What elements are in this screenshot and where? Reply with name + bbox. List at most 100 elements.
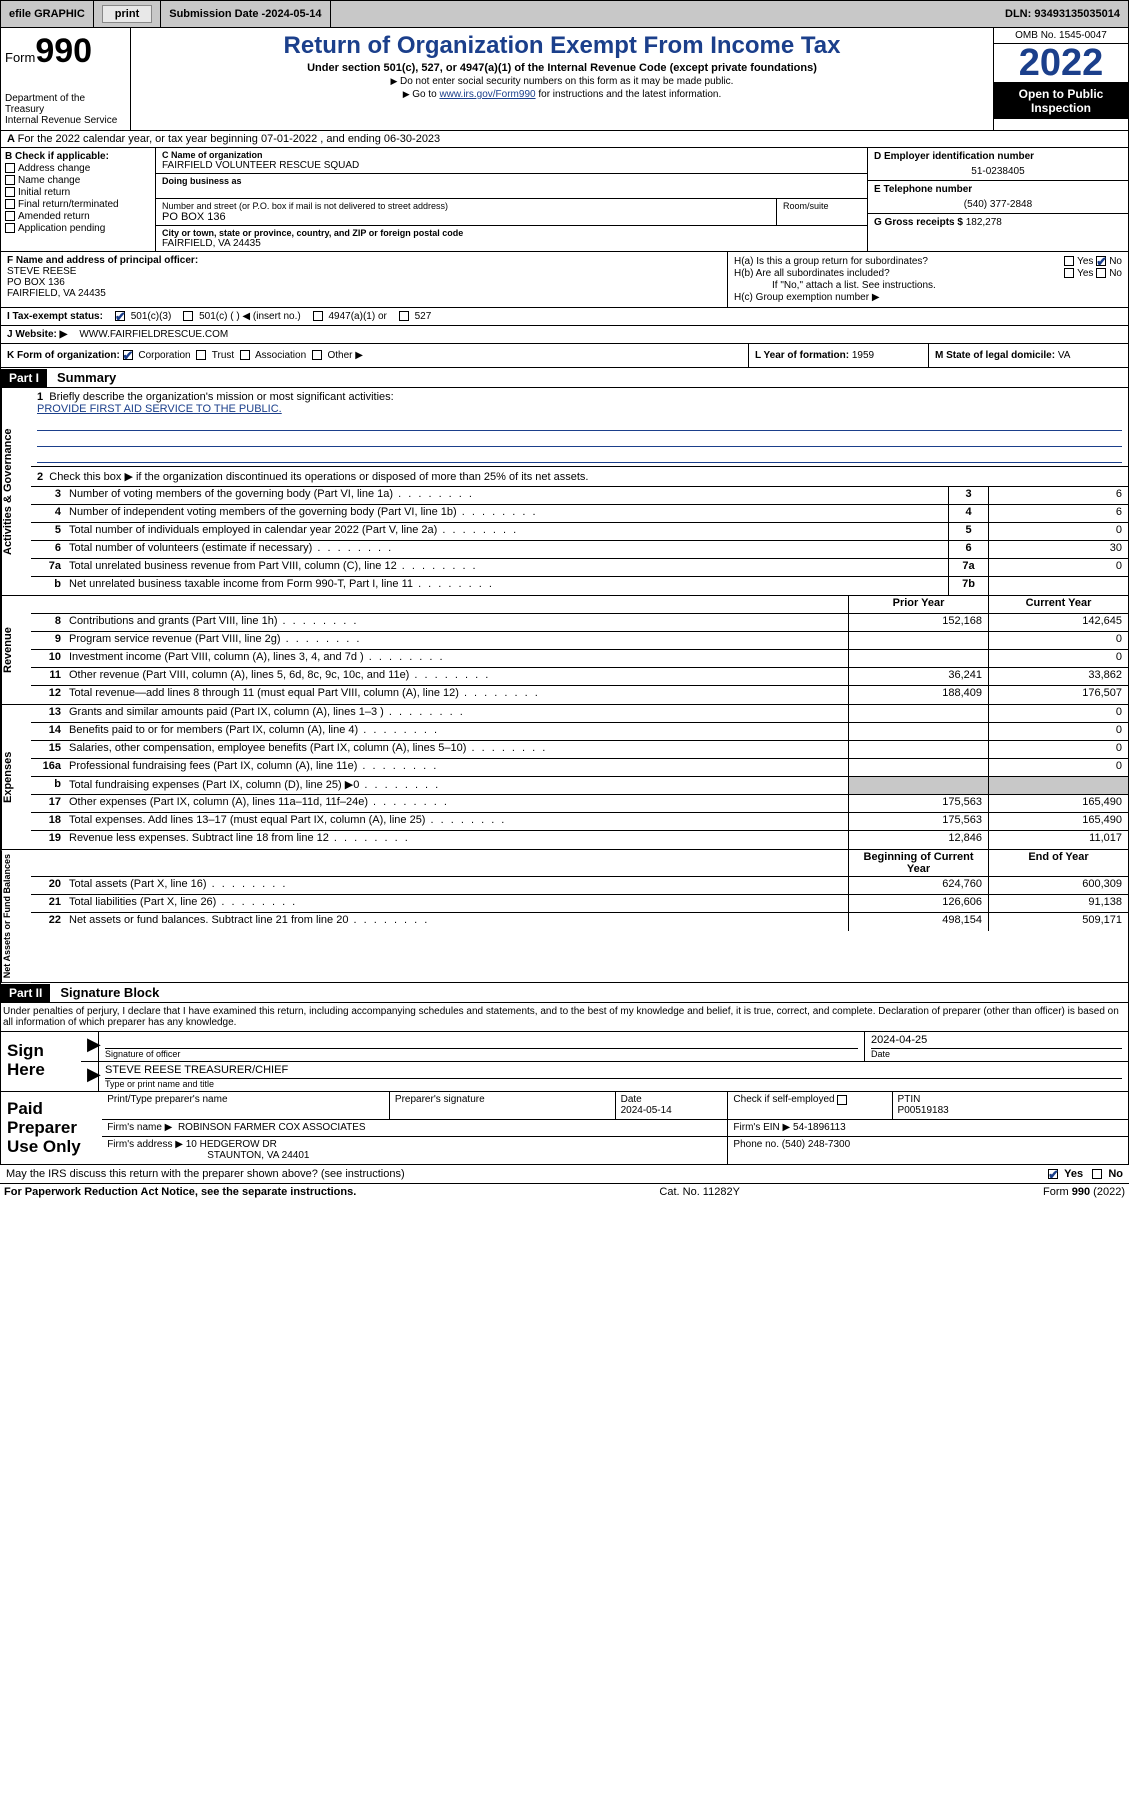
- box-de: D Employer identification number 51-0238…: [868, 148, 1128, 251]
- prep-date: 2024-05-14: [621, 1105, 672, 1116]
- header-right: OMB No. 1545-0047 2022 Open to Public In…: [993, 28, 1128, 130]
- summary-governance: Activities & Governance 1 Briefly descri…: [0, 388, 1129, 596]
- may-irs-row: May the IRS discuss this return with the…: [0, 1165, 1129, 1184]
- street-row: Number and street (or P.O. box if mail i…: [156, 199, 867, 226]
- chk-final[interactable]: Final return/terminated: [5, 199, 151, 210]
- tax-year: 2022: [994, 44, 1128, 83]
- irs-link[interactable]: www.irs.gov/Form990: [439, 89, 535, 100]
- hb-no[interactable]: [1096, 268, 1106, 278]
- hb-yes[interactable]: [1064, 268, 1074, 278]
- chk-app[interactable]: Application pending: [5, 223, 151, 234]
- efile-label: efile GRAPHIC: [1, 1, 94, 27]
- m-state: M State of legal domicile: VA: [928, 344, 1128, 367]
- table-row: 16aProfessional fundraising fees (Part I…: [31, 759, 1128, 777]
- ha-no[interactable]: [1096, 256, 1106, 266]
- note-link: Go to www.irs.gov/Form990 for instructio…: [139, 89, 985, 100]
- gov-row: bNet unrelated business taxable income f…: [31, 577, 1128, 595]
- self-emp-check[interactable]: [837, 1095, 847, 1105]
- summary-revenue: Revenue Prior Year Current Year 8Contrib…: [0, 596, 1129, 705]
- topbar-spacer: [331, 1, 998, 27]
- paid-label: Paid Preparer Use Only: [1, 1092, 102, 1164]
- city-row: City or town, state or province, country…: [156, 226, 867, 251]
- part1-tag: Part I: [1, 369, 47, 387]
- form-label: Form990: [5, 50, 92, 65]
- k-assoc[interactable]: [240, 350, 250, 360]
- footer-left: For Paperwork Reduction Act Notice, see …: [4, 1186, 356, 1198]
- table-row: bTotal fundraising expenses (Part IX, co…: [31, 777, 1128, 795]
- vlabel-rev: Revenue: [1, 596, 31, 704]
- table-row: 8Contributions and grants (Part VIII, li…: [31, 614, 1128, 632]
- org-name: FAIRFIELD VOLUNTEER RESCUE SQUAD: [162, 160, 861, 171]
- form-header: Form990 Department of the Treasury Inter…: [0, 28, 1129, 131]
- k-other[interactable]: [312, 350, 322, 360]
- sign-here-block: Sign Here ▶ Signature of officer 2024-04…: [0, 1032, 1129, 1092]
- mission-text: PROVIDE FIRST AID SERVICE TO THE PUBLIC.: [37, 403, 282, 415]
- net-colhdr: Beginning of Current Year End of Year: [31, 850, 1128, 877]
- table-row: 14Benefits paid to or for members (Part …: [31, 723, 1128, 741]
- i-527[interactable]: [399, 311, 409, 321]
- footer-right: Form 990 (2022): [1043, 1186, 1125, 1198]
- firm-phone: (540) 248-7300: [782, 1139, 850, 1150]
- box-b: B Check if applicable: Address change Na…: [1, 148, 156, 251]
- firm-name: ROBINSON FARMER COX ASSOCIATES: [178, 1122, 366, 1133]
- table-row: 13Grants and similar amounts paid (Part …: [31, 705, 1128, 723]
- submission-date: Submission Date - 2024-05-14: [161, 1, 330, 27]
- gov-row: 4Number of independent voting members of…: [31, 505, 1128, 523]
- k-trust[interactable]: [196, 350, 206, 360]
- row-j: J Website: ▶ WWW.FAIRFIELDRESCUE.COM: [0, 326, 1129, 344]
- summary-netassets: Net Assets or Fund Balances Beginning of…: [0, 850, 1129, 983]
- form-subtitle: Under section 501(c), 527, or 4947(a)(1)…: [139, 62, 985, 74]
- gross-row: G Gross receipts $ 182,278: [868, 214, 1128, 231]
- table-row: 17Other expenses (Part IX, column (A), l…: [31, 795, 1128, 813]
- gross-receipts: 182,278: [966, 217, 1002, 228]
- phone: (540) 377-2848: [874, 199, 1122, 210]
- table-row: 21Total liabilities (Part X, line 26)126…: [31, 895, 1128, 913]
- mayirs-yes[interactable]: [1048, 1169, 1058, 1179]
- table-row: 22Net assets or fund balances. Subtract …: [31, 913, 1128, 931]
- gov-row: 6Total number of volunteers (estimate if…: [31, 541, 1128, 559]
- phone-row: E Telephone number (540) 377-2848: [868, 181, 1128, 214]
- table-row: 12Total revenue—add lines 8 through 11 (…: [31, 686, 1128, 704]
- i-501c[interactable]: [183, 311, 193, 321]
- suite: Room/suite: [777, 199, 867, 225]
- k-form-org: K Form of organization: Corporation Trus…: [1, 344, 748, 367]
- ha-yes[interactable]: [1064, 256, 1074, 266]
- h-block: H(a) Is this a group return for subordin…: [728, 252, 1128, 307]
- i-501c3[interactable]: [115, 311, 125, 321]
- gov-row: 3Number of voting members of the governi…: [31, 487, 1128, 505]
- print-button-wrap: print: [94, 1, 161, 27]
- table-row: 9Program service revenue (Part VIII, lin…: [31, 632, 1128, 650]
- gov-row: 7aTotal unrelated business revenue from …: [31, 559, 1128, 577]
- chk-address[interactable]: Address change: [5, 163, 151, 174]
- vlabel-net: Net Assets or Fund Balances: [1, 850, 31, 982]
- footer-mid: Cat. No. 11282Y: [659, 1186, 740, 1198]
- dept-label: Department of the Treasury Internal Reve…: [5, 93, 126, 126]
- officer-block: F Name and address of principal officer:…: [1, 252, 728, 307]
- i-4947[interactable]: [313, 311, 323, 321]
- header-mid: Return of Organization Exempt From Incom…: [131, 28, 993, 130]
- l-year: L Year of formation: 1959: [748, 344, 928, 367]
- row-fh: F Name and address of principal officer:…: [0, 252, 1129, 308]
- table-row: 10Investment income (Part VIII, column (…: [31, 650, 1128, 668]
- chk-name[interactable]: Name change: [5, 175, 151, 186]
- vlabel-gov: Activities & Governance: [1, 388, 31, 595]
- website: WWW.FAIRFIELDRESCUE.COM: [79, 329, 228, 340]
- sign-arrow2-icon: ▶: [81, 1062, 99, 1091]
- firm-addr2: STAUNTON, VA 24401: [207, 1150, 309, 1161]
- header-left: Form990 Department of the Treasury Inter…: [1, 28, 131, 130]
- sign-date: 2024-04-25: [871, 1034, 1122, 1048]
- mayirs-no[interactable]: [1092, 1169, 1102, 1179]
- part1-header: Part I Summary: [0, 368, 1129, 388]
- box-c: C Name of organization FAIRFIELD VOLUNTE…: [156, 148, 868, 251]
- print-button[interactable]: print: [102, 5, 152, 23]
- penalty-text: Under penalties of perjury, I declare th…: [0, 1003, 1129, 1032]
- chk-initial[interactable]: Initial return: [5, 187, 151, 198]
- row-klm: K Form of organization: Corporation Trus…: [0, 344, 1129, 368]
- period-line: A For the 2022 calendar year, or tax yea…: [0, 131, 1129, 148]
- table-row: 11Other revenue (Part VIII, column (A), …: [31, 668, 1128, 686]
- page-footer: For Paperwork Reduction Act Notice, see …: [0, 1184, 1129, 1200]
- part2-header: Part II Signature Block: [0, 983, 1129, 1003]
- chk-amended[interactable]: Amended return: [5, 211, 151, 222]
- table-row: 15Salaries, other compensation, employee…: [31, 741, 1128, 759]
- k-corp[interactable]: [123, 350, 133, 360]
